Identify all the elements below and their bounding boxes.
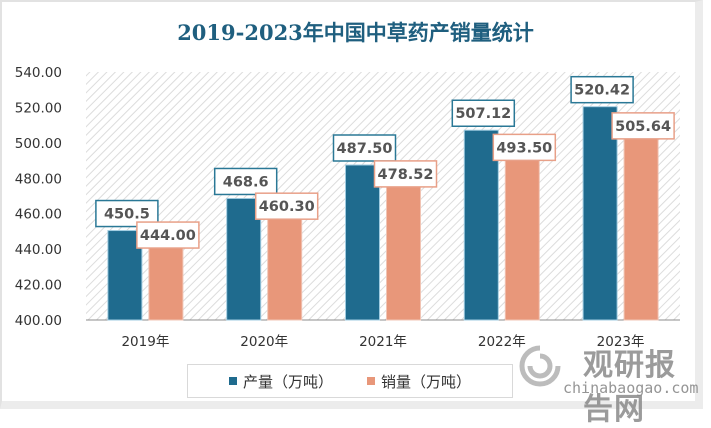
y-tick-label: 420.00 <box>15 278 62 294</box>
bar-sales <box>386 180 421 321</box>
data-label-text: 505.64 <box>615 119 671 135</box>
data-label-production: 468.6 <box>213 167 278 196</box>
y-tick-label: 440.00 <box>15 242 62 258</box>
watermark-en: chinabaogao.com <box>563 379 699 397</box>
y-tick-label: 540.00 <box>15 65 62 81</box>
plot-area <box>86 72 680 320</box>
y-tick-label: 500.00 <box>15 136 62 152</box>
bar-sales <box>504 153 540 321</box>
data-label-production: 487.50 <box>332 134 397 162</box>
data-label-text: 493.50 <box>496 140 552 156</box>
data-label-sales: 505.64 <box>611 112 675 140</box>
y-tick-label: 480.00 <box>15 171 62 187</box>
data-label-box <box>332 134 397 162</box>
bar-production <box>463 129 499 321</box>
x-tick-label: 2022年 <box>478 334 526 350</box>
data-label-production: 507.12 <box>451 99 516 127</box>
legend-label-sales: 销量（万吨） <box>381 372 472 391</box>
y-tick-label: 460.00 <box>15 207 62 223</box>
data-label-production: 520.42 <box>570 75 634 104</box>
data-label-box <box>451 99 516 127</box>
bar-production <box>582 106 618 321</box>
bar-sales <box>267 212 303 321</box>
data-label-box <box>492 133 557 162</box>
bar-chart: 400.00 420.00 440.00 460.00 480.00 500.00 520.… <box>15 65 680 350</box>
bar-sales <box>148 241 184 321</box>
data-label-box <box>373 160 438 188</box>
data-label-sales: 478.52 <box>373 160 438 188</box>
watermark: 观研报告网 chinabaogao.com <box>519 340 698 427</box>
data-label-box <box>611 112 675 140</box>
data-label-text: 507.12 <box>455 106 511 122</box>
data-label-box <box>213 167 278 196</box>
data-label-sales: 493.50 <box>492 133 557 162</box>
legend-item-production: 产量（万吨） <box>228 371 333 392</box>
bar-production <box>345 164 380 321</box>
data-label-text: 460.30 <box>259 199 315 215</box>
data-label-text: 468.6 <box>223 174 269 190</box>
data-label-text: 487.50 <box>337 141 393 157</box>
data-label-text: 444.00 <box>140 228 196 244</box>
y-tick-label: 400.00 <box>15 313 62 329</box>
legend-swatch-sales <box>367 377 375 385</box>
data-label-sales: 444.00 <box>136 221 200 249</box>
data-label-text: 478.52 <box>378 167 434 183</box>
data-label-sales: 460.30 <box>254 192 319 220</box>
bar-sales <box>623 132 659 321</box>
x-tick-label: 2020年 <box>240 334 288 350</box>
legend-label-production: 产量（万吨） <box>242 372 333 391</box>
watermark-logo-icon <box>519 345 561 387</box>
data-label-box <box>254 192 319 220</box>
chart-title: 2019-2023年中国中草药产销量统计 <box>177 20 534 45</box>
x-tick-label: 2023年 <box>597 334 645 350</box>
data-label-box <box>570 75 634 104</box>
data-label-text: 520.42 <box>574 83 630 99</box>
legend-swatch-production <box>228 377 237 385</box>
data-label-box <box>136 221 200 249</box>
legend: 产量（万吨） 销量（万吨） <box>187 364 513 398</box>
x-tick-label: 2019年 <box>121 334 169 350</box>
x-tick-label: 2021年 <box>359 334 407 350</box>
legend-item-sales: 销量（万吨） <box>367 371 471 392</box>
y-tick-label: 520.00 <box>15 100 62 116</box>
data-label-text: 450.5 <box>104 207 150 223</box>
